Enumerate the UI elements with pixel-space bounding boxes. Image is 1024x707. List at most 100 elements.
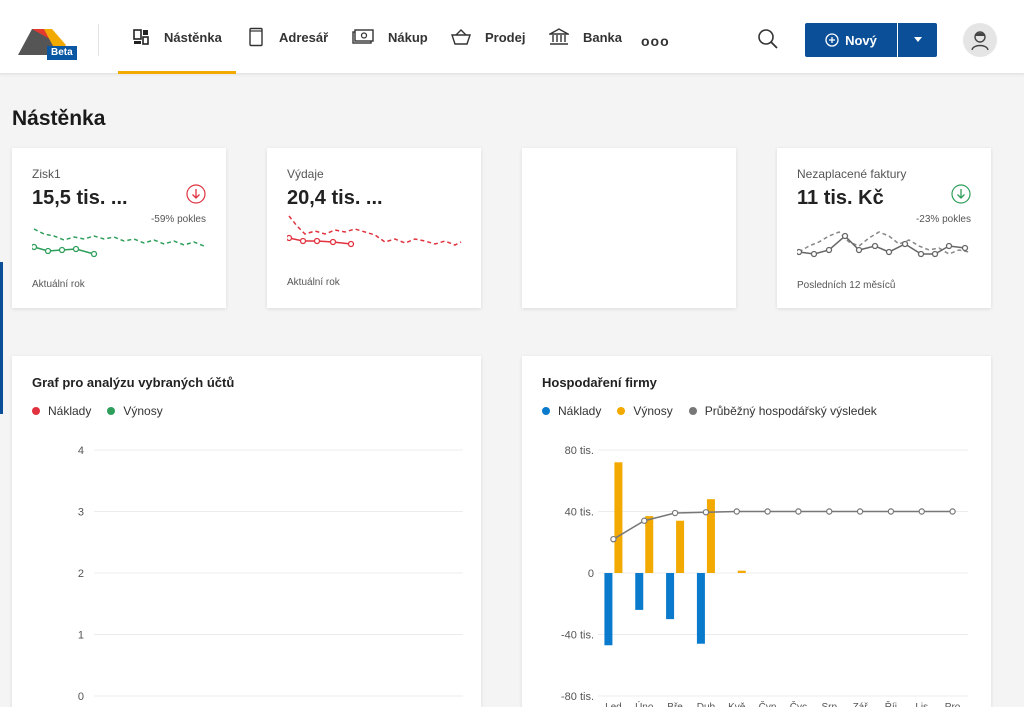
x-tick-label: Čvn (759, 700, 777, 707)
kpi-value: 15,5 tis. ... (32, 187, 128, 209)
kpi-trend: -23% pokles (915, 214, 971, 225)
chart-title: Graf pro analýzu vybraných účtů (32, 375, 235, 390)
kpi-sparkline (32, 228, 205, 258)
kpi-trend: -59% pokles (150, 214, 206, 225)
kpi-value: 20,4 tis. ... (287, 187, 383, 209)
legend-dot (617, 407, 626, 415)
nav-item-label: Nákup (388, 29, 428, 45)
bar-costs (696, 573, 705, 644)
point-running-result (641, 517, 648, 524)
point-running-result (764, 508, 771, 515)
kpi-card-empty (522, 148, 736, 308)
legend-item-revenues[interactable]: Výnosy (617, 404, 673, 418)
arrow-down-circle-icon (951, 184, 971, 204)
point-running-result (702, 509, 710, 516)
bar-revenues (706, 499, 715, 573)
legend-dot (688, 407, 697, 415)
plus-circle-icon (825, 33, 839, 47)
line-running-result (613, 510, 953, 540)
address-book-icon (249, 27, 263, 47)
legend-item-costs[interactable]: Náklady (542, 404, 601, 418)
point-running-result (918, 508, 925, 515)
user-avatar[interactable] (963, 23, 997, 57)
kpi-value: 11 tis. Kč (797, 187, 884, 209)
kpi-label: Výdaje (287, 167, 324, 181)
dashboard-icon (133, 29, 149, 45)
y-tick-label: 3 (78, 507, 84, 519)
more-menu-button[interactable]: ooo (641, 33, 670, 49)
bar-revenues (737, 570, 746, 573)
y-tick-label: 40 tis. (565, 507, 594, 519)
legend-item-costs[interactable]: Náklady (32, 404, 91, 418)
bar-revenues (645, 516, 654, 573)
kpi-footer: Aktuální rok (287, 277, 340, 288)
kpi-card-unpaid-invoices[interactable]: Nezaplacené faktury 11 tis. Kč -23% pokl… (777, 148, 991, 308)
search-icon[interactable] (757, 28, 779, 50)
kpi-card-expenses[interactable]: Výdaje 20,4 tis. ... Aktuální rok (267, 148, 481, 308)
point-running-result (856, 508, 864, 515)
side-accent-bar (0, 262, 3, 414)
legend-item-revenues[interactable]: Výnosy (107, 404, 163, 418)
point-running-result (671, 509, 679, 517)
legend-label: Náklady (558, 404, 602, 418)
point-running-result (733, 508, 740, 515)
kpi-sparkline (287, 215, 462, 248)
x-tick-label: Zář (853, 702, 869, 707)
x-tick-label: Lis (915, 702, 928, 707)
bar-revenues (614, 462, 623, 573)
nav-item-label: Prodej (485, 29, 526, 45)
bar-costs (666, 573, 675, 620)
x-tick-label: Úno (635, 700, 654, 707)
nav-item-label: Nástěnka (164, 29, 222, 45)
accounts-chart-card: Graf pro analýzu vybraných účtů Náklady … (12, 356, 481, 707)
point-running-result (795, 508, 802, 515)
new-dropdown-button[interactable] (898, 23, 937, 57)
y-tick-label: 80 tis. (565, 445, 594, 457)
nav-item-bank[interactable]: Banka (549, 0, 622, 74)
legend-dot (107, 407, 116, 415)
x-tick-label: Čvc (790, 700, 807, 707)
x-tick-label: Bře (667, 702, 683, 707)
cash-icon (352, 29, 374, 44)
nav-item-purchase[interactable]: Nákup (352, 0, 428, 74)
nav-divider (98, 24, 99, 56)
y-tick-label: 4 (78, 445, 84, 457)
kpi-sparkline (797, 231, 970, 258)
nav-item-contacts[interactable]: Adresář (247, 0, 328, 74)
x-tick-label: Kvě (728, 702, 746, 707)
x-tick-label: Led (605, 702, 622, 707)
legend-dot (542, 407, 550, 415)
basket-icon (451, 29, 471, 45)
point-running-result (949, 508, 956, 515)
kpi-footer: Posledních 12 měsíců (797, 280, 896, 291)
new-button-label: Nový (845, 32, 877, 48)
point-running-result (826, 508, 833, 515)
arrow-down-circle-icon (186, 184, 206, 204)
y-tick-label: 1 (78, 630, 84, 642)
legend-item-running-result[interactable]: Průběžný hospodářský výsledek (688, 404, 877, 418)
y-tick-label: 0 (588, 568, 594, 580)
nav-item-sales[interactable]: Prodej (451, 0, 525, 74)
kpi-footer: Aktuální rok (32, 279, 85, 290)
beta-badge: Beta (47, 46, 77, 60)
kpi-label: Nezaplacené faktury (797, 167, 907, 181)
kpi-card-profit[interactable]: Zisk1 15,5 tis. ... -59% pokles Aktuální… (12, 148, 226, 308)
x-tick-label: Dub (697, 702, 716, 707)
page-title: Nástěnka (12, 107, 106, 130)
x-tick-label: Pro (945, 702, 961, 707)
user-icon (971, 31, 989, 51)
nav-item-label: Banka (583, 29, 623, 45)
chart-legend: Náklady Výnosy (32, 404, 179, 418)
point-running-result (610, 535, 617, 543)
bar-costs (635, 573, 644, 610)
caret-down-icon (913, 37, 922, 42)
kpi-label: Zisk1 (32, 167, 61, 181)
new-button[interactable]: Nový (805, 23, 897, 57)
x-tick-label: Srp (821, 702, 837, 707)
y-tick-label: -80 tis. (561, 691, 594, 703)
y-tick-label: 0 (78, 691, 84, 703)
chart-title: Hospodaření firmy (542, 375, 657, 390)
point-running-result (887, 508, 895, 515)
nav-item-dashboard[interactable]: Nástěnka (118, 0, 236, 74)
y-tick-label: 2 (78, 568, 84, 580)
